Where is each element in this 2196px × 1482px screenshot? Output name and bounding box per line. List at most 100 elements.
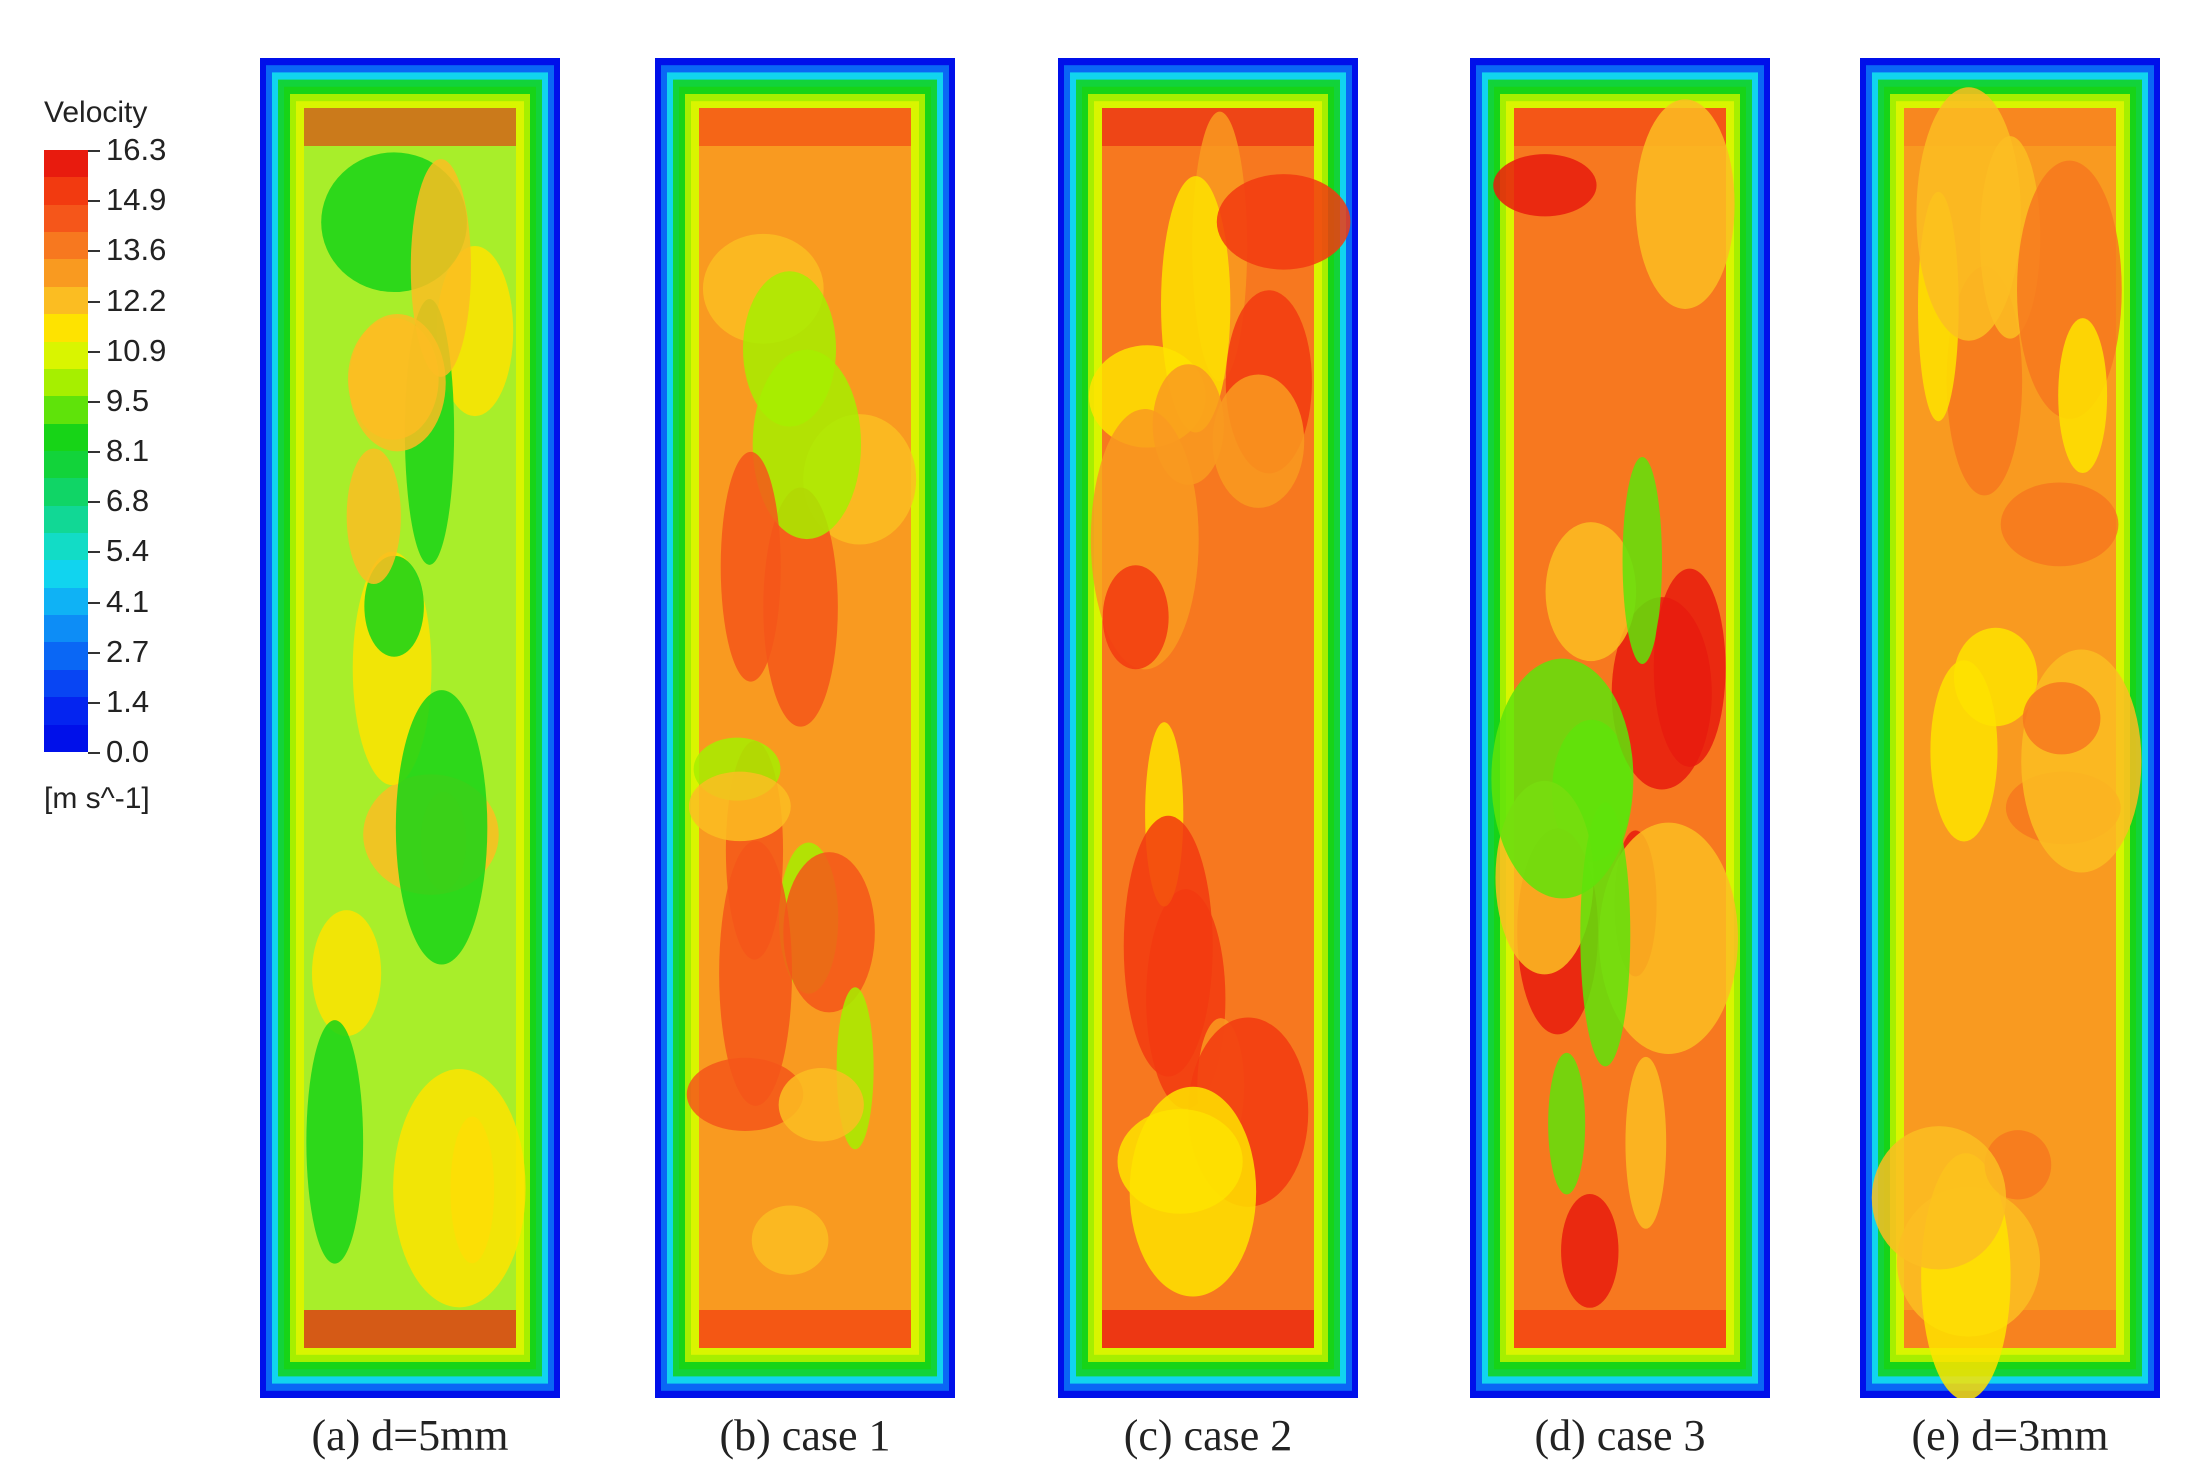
contour-panel-c — [1058, 58, 1358, 1398]
contour-patch — [1625, 1056, 1667, 1229]
legend-tick-mark — [88, 601, 100, 604]
legend-band — [44, 314, 88, 342]
legend-tick-label: 2.7 — [106, 633, 150, 669]
contour-patch — [751, 1205, 829, 1275]
legend-tick-label: 14.9 — [106, 182, 167, 218]
bottom-band — [1514, 1310, 1726, 1348]
contour-patch — [395, 690, 488, 965]
legend-band — [44, 286, 88, 315]
legend-tick-mark — [88, 200, 100, 203]
legend-band — [44, 560, 88, 588]
velocity-legend: Velocity 16.3 14.9 13.6 12.2 10.9 9.5 8.1 6.8 5.… — [0, 0, 230, 900]
legend-band — [44, 423, 88, 451]
legend-tick-mark — [88, 300, 100, 303]
bottom-band — [1102, 1310, 1314, 1348]
contour-patch — [346, 448, 401, 585]
contour-patch — [720, 451, 781, 682]
legend-tick-mark — [88, 651, 100, 654]
contour-patch — [2022, 682, 2101, 755]
contour-patch — [1117, 1109, 1243, 1214]
caption-a: (a) d=5mm — [311, 1411, 509, 1460]
contour-patch — [393, 1069, 526, 1308]
top-band — [699, 108, 911, 146]
legend-tick-mark — [88, 701, 100, 704]
legend-band — [44, 533, 88, 561]
legend-tick-label: 9.5 — [106, 382, 150, 418]
contour-patch — [1953, 627, 2038, 727]
legend-tick-mark — [88, 752, 100, 754]
legend-tick-mark — [88, 551, 100, 554]
legend-tick-mark — [88, 451, 100, 453]
legend-tick-label: 16.3 — [106, 132, 167, 167]
legend-tick-label: 5.4 — [106, 533, 150, 569]
contour-patch — [2000, 482, 2119, 567]
legend-tick-label: 13.6 — [106, 232, 167, 268]
contour-patch — [1102, 565, 1169, 670]
legend-band — [44, 259, 88, 287]
legend-band — [44, 368, 88, 397]
legend-band — [44, 232, 88, 260]
legend-band — [44, 150, 88, 178]
legend-band — [44, 177, 88, 205]
legend-band — [44, 478, 88, 506]
caption-d: (d) case 3 — [1534, 1411, 1706, 1460]
legend-tick-mark — [88, 250, 100, 253]
contour-panel-b — [655, 58, 955, 1398]
legend-tick-mark — [88, 400, 100, 403]
legend-title: Velocity — [44, 96, 148, 129]
legend-tick-label: 10.9 — [106, 332, 167, 368]
color-scale-bar — [44, 150, 88, 752]
contour-patch — [1123, 815, 1213, 1077]
contour-panel-d — [1470, 58, 1770, 1398]
legend-tick-label: 8.1 — [106, 433, 150, 468]
contour-patch — [1491, 658, 1634, 899]
legend-band — [44, 697, 88, 725]
contour-patch — [1635, 99, 1735, 309]
caption-c: (c) case 2 — [1123, 1411, 1293, 1460]
legend-unit: [m s^-1] — [44, 782, 150, 815]
legend-band — [44, 505, 88, 534]
legend-tick-label: 0.0 — [106, 734, 150, 769]
contour-patch — [306, 1020, 364, 1264]
bottom-band — [304, 1310, 516, 1348]
contour-patch — [1545, 522, 1637, 662]
legend-band — [44, 669, 88, 698]
contour-patch — [1212, 374, 1305, 508]
contour-patch — [1598, 822, 1738, 1055]
contour-patch — [688, 771, 791, 842]
contour-patch — [1493, 154, 1597, 217]
legend-band — [44, 615, 88, 643]
contour-patch — [1916, 87, 2021, 341]
contour-patch — [719, 840, 792, 1106]
legend-tick-mark — [88, 150, 100, 152]
legend-band — [44, 587, 88, 616]
top-band — [304, 108, 516, 146]
legend-tick-label: 12.2 — [106, 282, 167, 318]
contour-patch — [410, 159, 472, 377]
legend-band — [44, 396, 88, 424]
contour-patch — [1622, 456, 1662, 664]
legend-tick-mark — [88, 350, 100, 353]
caption-e: (e) d=3mm — [1911, 1411, 2109, 1460]
contour-patch — [1871, 1126, 2007, 1270]
contour-patch — [752, 349, 862, 540]
contour-patch — [2021, 649, 2142, 873]
legend-tick-label: 6.8 — [106, 483, 150, 519]
contour-patch — [1561, 1194, 1619, 1308]
caption-b: (b) case 1 — [719, 1411, 891, 1460]
legend-tick-mark — [88, 501, 100, 504]
contour-patch — [2058, 318, 2108, 474]
legend-tick-label: 1.4 — [106, 683, 150, 719]
contour-patch — [763, 487, 838, 727]
legend-band — [44, 724, 88, 752]
contour-panel-e — [1860, 58, 2160, 1398]
contour-patch — [1653, 568, 1726, 767]
contour-patch — [778, 1068, 864, 1142]
contour-patch — [311, 910, 382, 1037]
contour-patch — [783, 852, 875, 1013]
contour-patch — [1152, 364, 1224, 485]
contour-panel-a — [260, 58, 560, 1398]
legend-tick-label: 4.1 — [106, 583, 150, 619]
legend-band — [44, 642, 88, 670]
legend-band — [44, 204, 88, 233]
